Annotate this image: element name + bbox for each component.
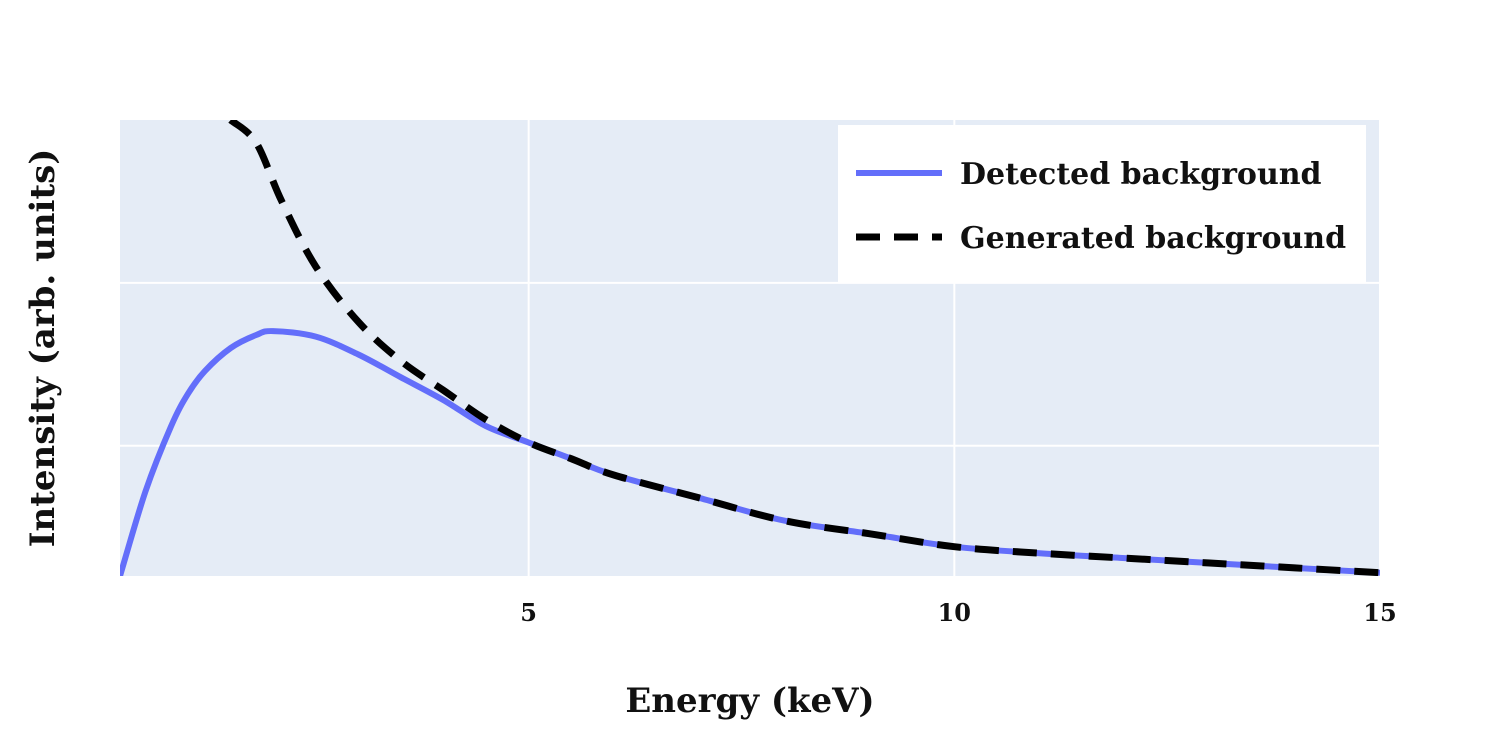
- legend-label-detected: Detected background: [960, 157, 1322, 192]
- legend-label-generated: Generated background: [960, 221, 1346, 256]
- x-tick-label-2: 15: [1363, 598, 1396, 627]
- x-tick-label-1: 10: [938, 598, 971, 627]
- legend-box: [838, 125, 1366, 282]
- series-line-generated: [228, 120, 1380, 576]
- y-axis-title: Intensity (arb. units): [23, 149, 63, 548]
- legend[interactable]: Detected background Generated background: [838, 125, 1366, 282]
- series-layer: [120, 120, 1380, 576]
- x-tick-label-0: 5: [520, 598, 537, 627]
- x-tick-labels: 5 10 15: [520, 598, 1396, 627]
- x-axis-title: Energy (keV): [625, 681, 874, 721]
